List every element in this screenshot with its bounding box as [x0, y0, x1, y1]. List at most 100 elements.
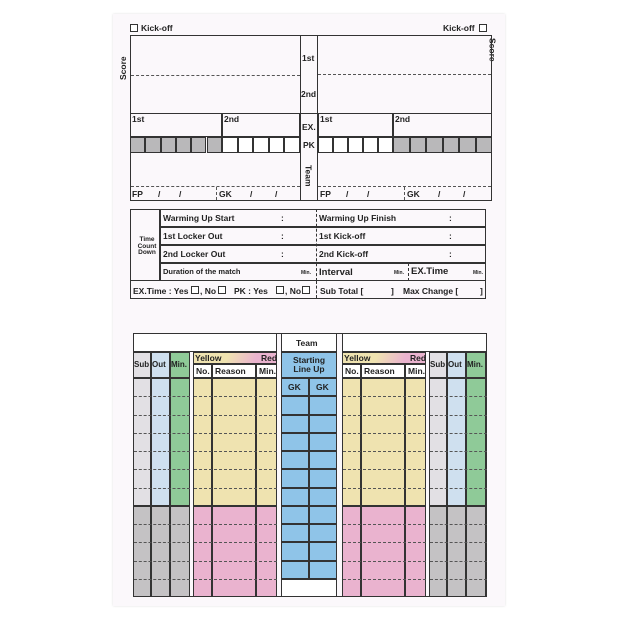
lineup-cell [281, 378, 309, 397]
pk-box-right-1st [318, 137, 333, 153]
lineup-cell [309, 524, 337, 543]
colon: : [281, 231, 284, 241]
card-column-pink [342, 506, 361, 597]
lineup-cell [281, 560, 309, 579]
yellow-label-right: Yellow [344, 353, 371, 363]
time-label-2nd-locker-out: 2nd Locker Out [163, 249, 226, 259]
pk-no-checkbox[interactable] [302, 286, 310, 294]
pk-box-left-2nd [284, 137, 300, 153]
kickoff-label-left: Kick-off [141, 23, 173, 33]
bracket: ] [391, 286, 394, 296]
extime-no-checkbox[interactable] [218, 286, 226, 294]
time-label-warming-up-finish: Warming Up Finish [319, 213, 397, 223]
card-column-yellow [212, 378, 256, 506]
card-header-left: Reason [215, 366, 246, 376]
lineup-cell [309, 378, 337, 397]
half-1st-left: 1st [132, 114, 145, 124]
row-divider [430, 487, 487, 489]
card-header-right: Min. [408, 366, 425, 376]
extime-no-label: , No [200, 286, 217, 296]
header-out [447, 352, 466, 378]
extime-label: EX.Time [411, 266, 449, 277]
row-divider [194, 414, 277, 416]
starting-lineup-header [281, 352, 337, 378]
half-1st-right: 1st [320, 114, 333, 124]
duration-label: Duration of the match [163, 267, 241, 276]
row-divider [134, 560, 190, 562]
header-out [151, 352, 170, 378]
row-divider [343, 560, 426, 562]
lineup-cell [309, 469, 337, 488]
slash: / [179, 189, 182, 199]
extime-yes-label: EX.Time : Yes [133, 286, 189, 296]
slash: / [250, 189, 253, 199]
row-divider [134, 469, 190, 471]
kickoff-checkbox-right[interactable] [479, 24, 487, 32]
pk-no-label: , No [285, 286, 302, 296]
row-divider [430, 542, 487, 544]
lineup-cell [309, 542, 337, 561]
half-2nd-right: 2nd [395, 114, 411, 124]
min-unit: Min. [301, 270, 311, 276]
team-name-left [133, 333, 277, 352]
pk-box-right-2nd [393, 137, 410, 153]
colon: : [281, 249, 284, 259]
pk-yes-checkbox[interactable] [276, 286, 284, 294]
lineup-cell [281, 396, 309, 415]
score-label-right: Score [487, 38, 498, 62]
extime-yes-checkbox[interactable] [191, 286, 199, 294]
row-divider [343, 396, 426, 398]
column-bottom [170, 506, 190, 597]
time-mid-divider [316, 209, 317, 281]
card-header-right: Reason [364, 366, 395, 376]
time-row [160, 245, 486, 263]
ex-1st-right [318, 113, 393, 137]
card-column-yellow [342, 378, 361, 506]
colon: : [281, 213, 284, 223]
lineup-cell [281, 542, 309, 561]
row-divider [430, 469, 487, 471]
slash: / [367, 189, 370, 199]
row-divider [134, 542, 190, 544]
card-column-pink [256, 506, 277, 597]
red-label-left: Red [261, 353, 278, 363]
pk-box-right-2nd [426, 137, 443, 153]
team-label: Team [296, 338, 318, 348]
lineup-cell [281, 451, 309, 470]
kickoff-checkbox-left[interactable] [130, 24, 138, 32]
slash: / [158, 189, 161, 199]
lineup-cell [281, 414, 309, 433]
row-divider [194, 432, 277, 434]
pk-box-right-2nd [409, 137, 426, 153]
slash: / [438, 189, 441, 199]
fp-gk-divider [404, 187, 405, 200]
score-label-left: Score [118, 56, 128, 80]
row-divider [134, 578, 190, 580]
gk-label: GK [316, 382, 329, 392]
sub-header-right: Min. [467, 360, 483, 369]
sub-header-left: Out [152, 360, 166, 369]
row-divider [430, 451, 487, 452]
card-header-left: Min. [259, 366, 276, 376]
pk-box-right-2nd [442, 137, 459, 153]
column-bottom [429, 506, 447, 597]
row-divider [194, 396, 277, 398]
row-divider [343, 432, 426, 434]
row-divider [134, 451, 190, 452]
sub-header-left: Min. [171, 360, 187, 369]
time-side-label-cell [130, 209, 160, 281]
lineup-empty [281, 578, 337, 597]
row-divider [343, 487, 426, 489]
card-header [212, 364, 256, 378]
score-rule [130, 113, 492, 114]
column-bottom [447, 506, 466, 597]
card-header-left: No. [196, 366, 210, 376]
lineup-cell [309, 396, 337, 415]
row-divider [343, 469, 426, 471]
label-1st: 1st [302, 53, 315, 63]
card-column-pink [193, 506, 212, 597]
row-divider [194, 524, 277, 525]
lineup-cell [309, 414, 337, 433]
column-top [133, 378, 151, 506]
time-row [160, 263, 486, 281]
